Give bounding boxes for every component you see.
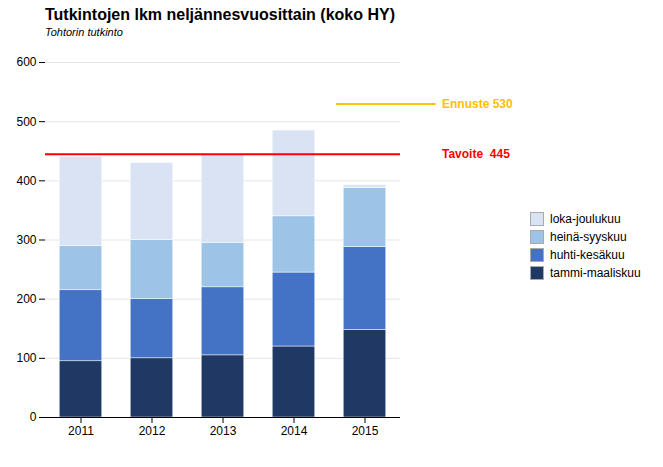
svg-text:2013: 2013 xyxy=(210,424,237,438)
svg-text:2015: 2015 xyxy=(352,424,379,438)
svg-text:200: 200 xyxy=(16,292,36,306)
svg-text:300: 300 xyxy=(16,233,36,247)
svg-text:600: 600 xyxy=(16,55,36,69)
svg-text:Tavoite 445: Tavoite 445 xyxy=(442,147,510,161)
svg-text:2012: 2012 xyxy=(139,424,166,438)
html-text:heinä-syyskuu: heinä-syyskuu xyxy=(550,230,627,244)
svg-text:100: 100 xyxy=(16,351,36,365)
html-text:Tohtorin tutkinto: Tohtorin tutkinto xyxy=(45,26,123,38)
svg-text:Ennuste 530: Ennuste 530 xyxy=(442,97,513,111)
svg-text:0: 0 xyxy=(30,410,37,424)
html-text:tammi-maaliskuu: tammi-maaliskuu xyxy=(550,266,641,280)
svg-text:2014: 2014 xyxy=(281,424,308,438)
html-text:Tutkintojen lkm neljännesvuosi: Tutkintojen lkm neljännesvuosittain (kok… xyxy=(45,6,395,23)
html-text:loka-joulukuu: loka-joulukuu xyxy=(550,212,621,226)
svg-text:2011: 2011 xyxy=(68,424,94,438)
svg-text:500: 500 xyxy=(16,115,36,129)
html-text:huhti-kesäkuu: huhti-kesäkuu xyxy=(550,248,625,262)
svg-text:400: 400 xyxy=(16,174,36,188)
